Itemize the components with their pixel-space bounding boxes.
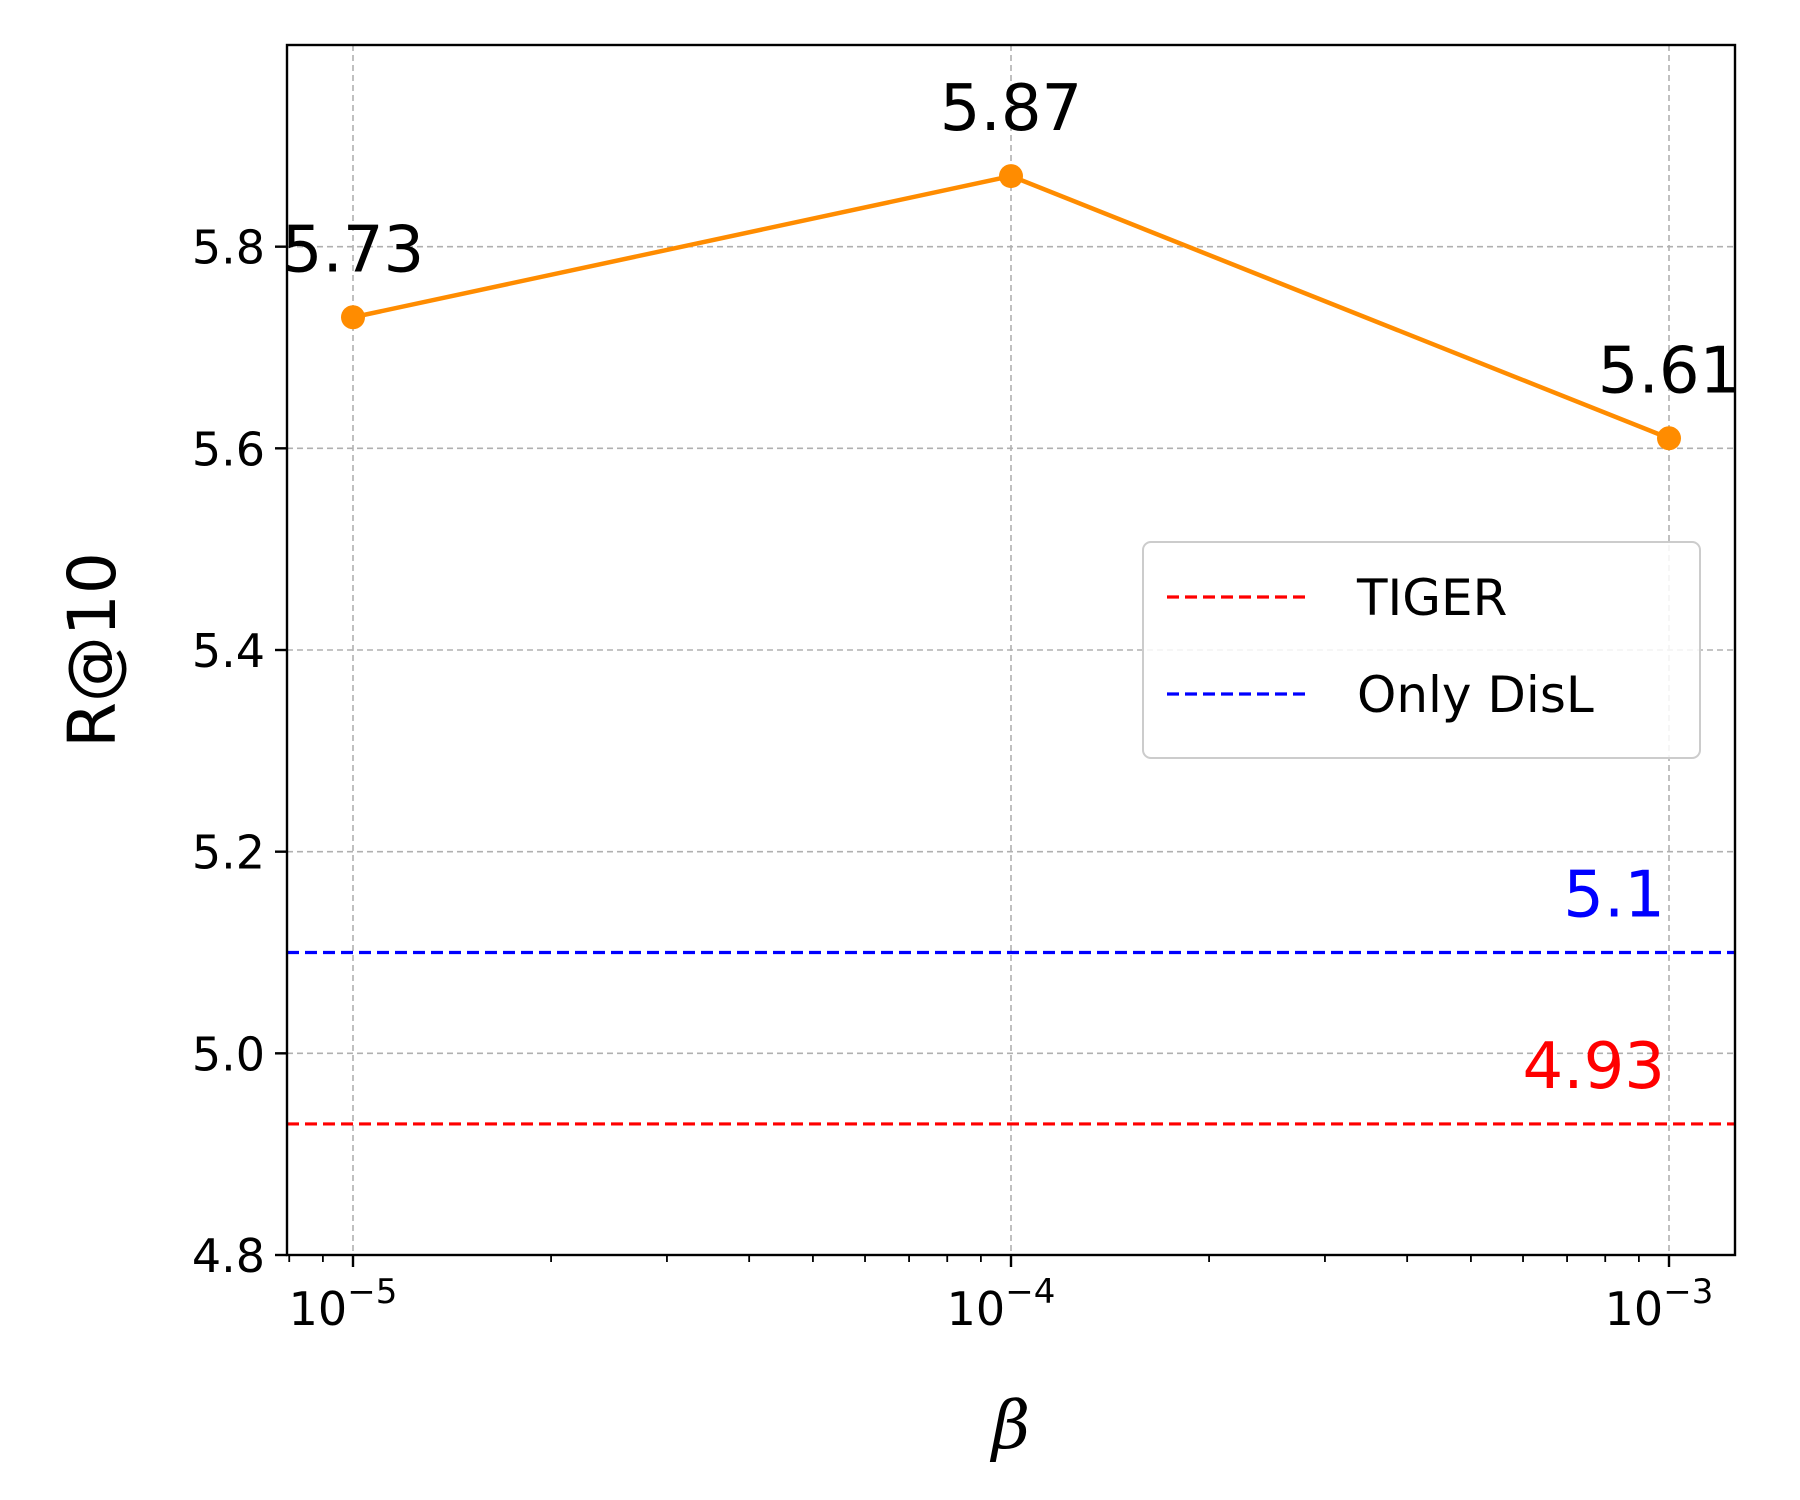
y-tick-label: 5.2 — [192, 826, 265, 880]
y-tick-label: 5.4 — [192, 624, 265, 678]
ticks: 4.85.05.25.45.65.810−5 10−4 10−3 — [192, 221, 1713, 1336]
y-tick-label: 5.0 — [192, 1027, 265, 1081]
data-point — [1657, 426, 1681, 451]
series — [341, 164, 1681, 451]
x-axis-label: β — [989, 1387, 1030, 1464]
baseline-value-label: 4.93 — [1523, 1030, 1666, 1104]
grid — [287, 45, 1735, 1255]
legend: TIGER Only DisL — [1142, 541, 1701, 759]
y-axis-label: R@10 — [54, 552, 131, 748]
data-point-label: 5.73 — [282, 213, 425, 287]
baselines — [287, 950, 1735, 1126]
legend-label-only-disl: Only DisL — [1357, 666, 1594, 724]
data-point — [341, 305, 365, 330]
value-labels: 4.93 5.1 5.73 5.87 5.61 — [282, 72, 1741, 1104]
y-tick-label: 4.8 — [192, 1229, 265, 1283]
legend-label-tiger: TIGER — [1356, 569, 1507, 627]
y-tick-label: 5.8 — [192, 221, 265, 275]
baseline-value-label: 5.1 — [1563, 859, 1665, 933]
data-point-label: 5.61 — [1598, 334, 1741, 408]
data-point-label: 5.87 — [940, 72, 1083, 146]
y-tick-label: 5.6 — [192, 422, 265, 476]
data-point — [999, 164, 1023, 189]
